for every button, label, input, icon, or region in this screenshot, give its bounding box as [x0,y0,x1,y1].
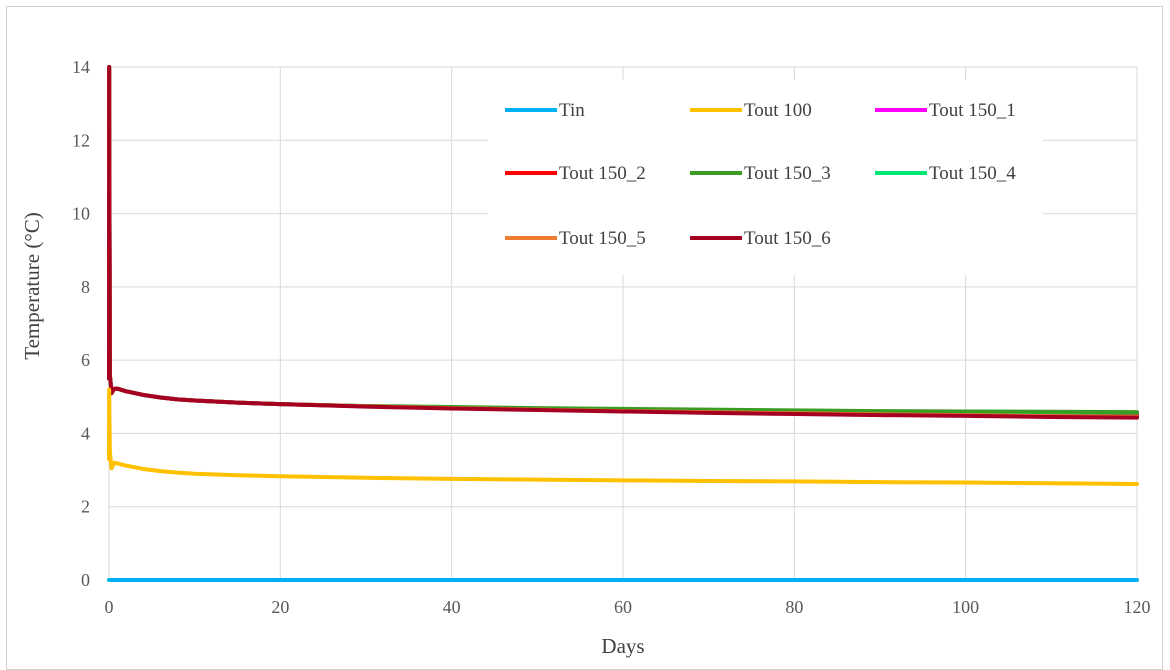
series-line-tout-100 [107,387,1139,486]
x-tick-label: 0 [105,597,114,617]
x-tick-label: 100 [952,597,979,617]
series-lines [107,65,1139,582]
series-line-tout-150-6 [107,65,1139,420]
legend-label: Tout 150_5 [559,228,646,249]
y-tick-label: 6 [81,350,90,370]
legend-item: Tout 150_6 [690,228,831,249]
legend-item: Tout 150_2 [505,163,646,184]
axes: 0 2 4 6 8 10 12 14 0 20 40 60 80 100 120 [72,57,1151,617]
x-axis-title: Days [601,634,644,658]
legend-item: Tout 150_1 [875,100,1016,121]
legend-label: Tout 150_1 [929,100,1016,121]
legend-item: Tout 150_5 [505,228,646,249]
x-tick-label: 40 [443,597,461,617]
legend-label: Tout 150_4 [929,163,1016,184]
legend-label: Tout 150_2 [559,163,646,184]
y-tick-label: 2 [81,497,90,517]
y-axis-title: Temperature (°C) [20,212,44,359]
legend-label: Tout 100 [744,100,812,121]
x-tick-label: 120 [1124,597,1151,617]
y-tick-label: 14 [72,57,90,77]
legend: Tin Tout 100 Tout 150_1 Tout 150_2 Tout 150_… [488,80,1043,275]
legend-item: Tout 150_4 [875,163,1016,184]
y-tick-label: 10 [72,204,90,224]
legend-item: Tout 100 [690,100,812,121]
legend-label: Tout 150_6 [744,228,831,249]
y-tick-label: 8 [81,277,90,297]
x-tick-label: 80 [785,597,803,617]
y-tick-label: 0 [81,570,90,590]
legend-box [488,80,1043,275]
x-tick-label: 20 [271,597,289,617]
legend-label: Tout 150_3 [744,163,831,184]
legend-label: Tin [559,100,585,121]
y-tick-label: 12 [72,130,90,150]
x-tick-label: 60 [614,597,632,617]
y-tick-label: 4 [81,423,90,443]
legend-item: Tout 150_3 [690,163,831,184]
legend-item: Tin [505,100,585,121]
